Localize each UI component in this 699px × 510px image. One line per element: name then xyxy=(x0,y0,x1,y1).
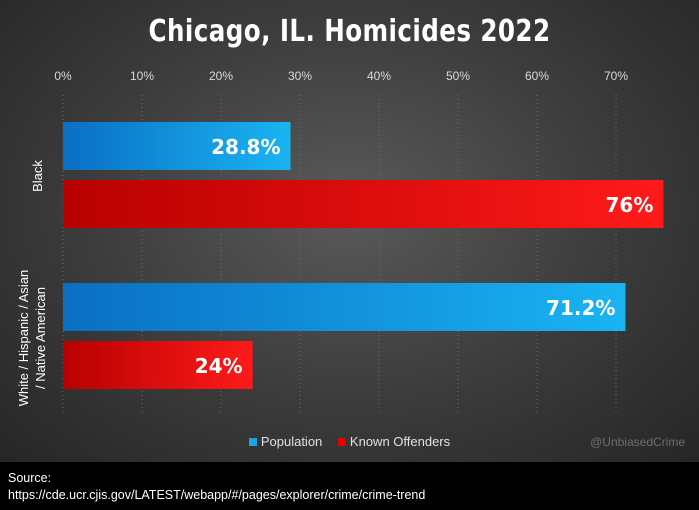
data-label: 28.8% xyxy=(211,135,280,159)
source-label: Source: xyxy=(8,471,52,485)
legend-swatch-known-offenders xyxy=(337,437,346,446)
legend-item-population: Population xyxy=(248,434,323,449)
source-url[interactable]: https://cde.ucr.cjis.gov/LATEST/webapp/#… xyxy=(8,488,426,502)
x-tick-label: 70% xyxy=(604,69,628,83)
legend-item-known-offenders: Known Offenders xyxy=(337,434,451,449)
legend: Population Known Offenders xyxy=(0,434,699,449)
category-label: Black xyxy=(30,160,45,192)
category-label-line: / Native American xyxy=(33,287,48,389)
legend-swatch-population xyxy=(248,437,257,446)
data-label: 71.2% xyxy=(546,296,615,320)
plot: 0% 10% 20% 30% 40% 50% 60% 70% 28.8% 76% 71.2% 24%… xyxy=(16,69,664,415)
legend-label-population: Population xyxy=(260,434,323,449)
x-tick-label: 40% xyxy=(367,69,391,83)
bar-known-offenders-0 xyxy=(63,180,664,228)
x-tick-label: 50% xyxy=(446,69,470,83)
x-tick-label: 60% xyxy=(525,69,549,83)
chart-title: Chicago, IL. Homicides 2022 xyxy=(148,14,551,49)
watermark: @UnbiasedCrime xyxy=(590,435,685,449)
x-tick-label: 20% xyxy=(209,69,233,83)
x-tick-label: 10% xyxy=(130,69,154,83)
x-tick-label: 30% xyxy=(288,69,312,83)
data-label: 76% xyxy=(606,193,654,217)
bar-population-1 xyxy=(63,283,626,331)
category-label-line: White / Hispanic / Asian xyxy=(16,270,31,407)
bar-known-offenders-1 xyxy=(63,341,253,389)
chart-area: Chicago, IL. Homicides 2022 0% 10% 20% 30% 4… xyxy=(0,0,699,462)
bar-population-0 xyxy=(63,122,291,170)
data-label: 24% xyxy=(195,354,243,378)
category-label-line: Black xyxy=(30,160,45,192)
legend-label-known-offenders: Known Offenders xyxy=(349,434,451,449)
x-tick-label: 0% xyxy=(54,69,72,83)
category-label: White / Hispanic / Asian / Native America… xyxy=(16,270,48,407)
source-note: Source: https://cde.ucr.cjis.gov/LATEST/… xyxy=(8,470,425,504)
